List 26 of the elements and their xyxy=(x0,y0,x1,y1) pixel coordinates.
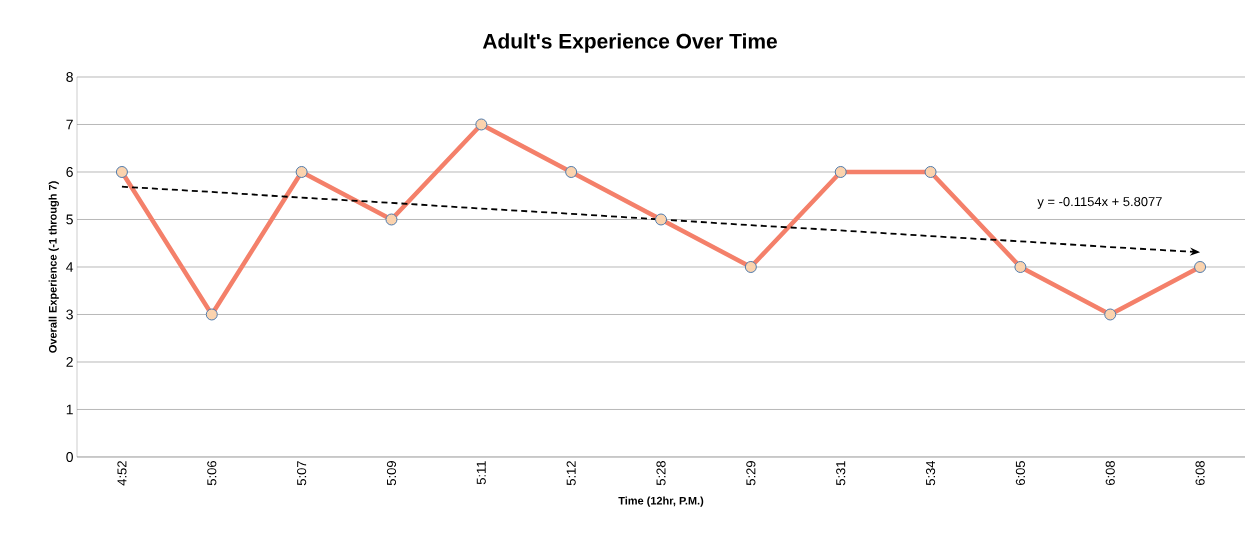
x-tick-label: 5:29 xyxy=(746,461,756,486)
x-tick-label: 4:52 xyxy=(117,461,127,486)
y-tick-label: 0 xyxy=(66,452,73,462)
y-tick-label: 8 xyxy=(66,72,73,82)
x-tick-label: 6:08 xyxy=(1105,461,1115,486)
x-tick-label: 5:07 xyxy=(297,461,307,486)
y-tick-label: 1 xyxy=(66,404,73,415)
x-axis-title: Time (12hr, P.M.) xyxy=(618,496,704,507)
y-tick-label: 3 xyxy=(66,309,73,320)
y-tick-label: 6 xyxy=(66,167,73,177)
x-tick-label: 5:34 xyxy=(925,460,936,486)
x-tick-label: 5:11 xyxy=(476,461,486,485)
x-tick-label: 5:12 xyxy=(566,461,576,486)
y-tick-label: 7 xyxy=(66,119,73,130)
y-axis-title: Overall Experience (-1 through 7) xyxy=(48,181,59,353)
y-tick-label: 4 xyxy=(66,262,74,272)
x-tick-label: 5:06 xyxy=(207,461,217,486)
x-tick-label: 5:28 xyxy=(656,461,666,486)
x-tick-label: 6:08 xyxy=(1195,461,1205,486)
y-tick-label: 5 xyxy=(66,214,73,225)
y-tick-label: 2 xyxy=(66,357,73,367)
x-tick-label: 5:09 xyxy=(386,461,397,486)
annotation: y = -0.1154x + 5.8077 xyxy=(1037,196,1162,209)
chart-title: Adult's Experience Over Time xyxy=(482,33,777,53)
x-tick-label: 5:31 xyxy=(836,461,846,486)
x-tick-label: 6:05 xyxy=(1015,461,1025,486)
